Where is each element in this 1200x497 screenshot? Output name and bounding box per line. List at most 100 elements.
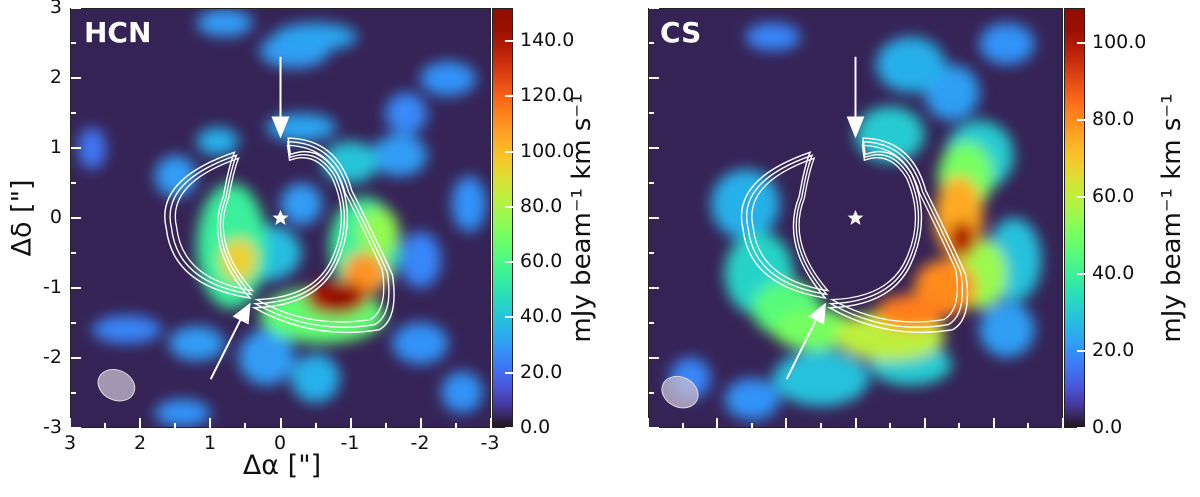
contour-west-arc: [746, 154, 829, 296]
x-axis-label: Δα ["]: [242, 450, 322, 481]
y-tick: [649, 357, 659, 359]
y-tick: [649, 322, 654, 324]
x-tick: [1062, 418, 1064, 428]
emission-blob: [357, 207, 400, 257]
y-tick: [71, 182, 76, 184]
contour-east-arc: [829, 144, 958, 323]
colorbar-tick: [1077, 349, 1085, 352]
emission-blob: [322, 141, 379, 184]
y-tick-label: 1: [49, 136, 62, 158]
colorbar-tick: [505, 150, 513, 153]
contour-east-arc: [828, 141, 964, 328]
colorbar-tick-label: 40.0: [520, 305, 563, 328]
emission-blob: [710, 169, 780, 239]
x-tick: [819, 423, 822, 428]
x-tick: [349, 418, 352, 428]
x-tick: [889, 423, 892, 428]
arrow-north-head: [271, 116, 290, 139]
emission-blob: [876, 36, 945, 93]
beam-ellipse: [97, 368, 136, 402]
y-tick: [649, 112, 654, 114]
emission-blob: [324, 287, 356, 309]
colorbar-tick-label: 80.0: [520, 194, 563, 217]
x-tick: [716, 418, 719, 428]
emission-blob: [772, 350, 870, 407]
emission-blob: [280, 183, 323, 225]
emission-blob: [948, 221, 976, 257]
emission-blob: [154, 399, 211, 427]
emission-blob: [979, 22, 1035, 65]
hcn-map: [70, 8, 491, 428]
x-tick-label: 2: [133, 432, 147, 454]
emission-blob: [745, 22, 801, 51]
colorbar-tick: [505, 95, 513, 98]
y-tick: [71, 252, 76, 254]
cs-colorbar-label: mJy beam⁻¹ km s⁻¹: [1157, 93, 1187, 343]
x-tick: [785, 418, 788, 428]
colorbar-tick: [505, 205, 513, 208]
y-tick: [71, 42, 76, 44]
colorbar-tick: [1077, 41, 1085, 44]
y-tick-label: 0: [49, 206, 62, 228]
x-tick-label: 0: [273, 432, 287, 454]
y-tick: [649, 147, 659, 149]
heatmap-canvas: [71, 9, 490, 427]
y-tick: [71, 427, 81, 429]
x-tick-label: -2: [410, 432, 430, 454]
emission-blob: [420, 61, 477, 97]
colorbar-tick-label: 100.0: [1092, 30, 1147, 53]
x-tick: [681, 423, 684, 428]
x-tick: [454, 423, 457, 428]
emission-blob: [441, 371, 484, 414]
emission-blob: [371, 134, 428, 177]
x-tick: [139, 418, 142, 428]
hcn-colorbar-label: mJy beam⁻¹ km s⁻¹: [567, 93, 597, 343]
y-tick-label: -2: [43, 346, 62, 368]
x-tick-label: -1: [340, 432, 360, 454]
emission-blob: [77, 127, 106, 170]
colorbar-tick-label: 60.0: [1092, 184, 1135, 207]
y-tick: [649, 287, 659, 289]
y-tick: [649, 182, 654, 184]
y-tick: [71, 392, 76, 394]
continuum-contours: [164, 137, 395, 334]
colorbar-tick: [1077, 118, 1085, 121]
emission-blob: [772, 308, 856, 351]
x-tick: [314, 423, 317, 428]
emission-blob: [154, 155, 197, 198]
emission-blob: [385, 92, 428, 135]
x-tick-label: -3: [480, 432, 500, 454]
x-tick: [490, 418, 492, 428]
colorbar-tick-label: 100.0: [520, 139, 575, 162]
emission-blob: [392, 322, 449, 365]
x-tick-label: 3: [63, 432, 77, 454]
x-tick: [244, 423, 247, 428]
y-tick-label: 2: [49, 66, 62, 88]
y-tick-label: -3: [43, 416, 62, 438]
colorbar-tick-label: 40.0: [1092, 261, 1135, 284]
x-tick: [209, 418, 212, 428]
emission-blob: [724, 378, 780, 421]
emission-blob: [399, 231, 442, 288]
colorbar-tick: [505, 40, 513, 43]
cs-map: [648, 8, 1063, 428]
x-tick: [750, 423, 753, 428]
y-tick: [71, 287, 81, 289]
x-tick: [958, 423, 961, 428]
colorbar-tick: [505, 316, 513, 319]
emission-blob: [451, 176, 487, 232]
x-tick: [384, 423, 387, 428]
colorbar-tick-label: 0.0: [1092, 416, 1123, 438]
cs-panel-title: CS: [660, 16, 702, 49]
colorbar-tick: [1077, 272, 1085, 275]
contour-west-arc: [169, 154, 253, 296]
contour-east-arc: [252, 141, 390, 328]
emission-blob: [273, 22, 358, 51]
beam-ellipse: [661, 375, 699, 409]
contour-west-arc: [740, 151, 828, 299]
y-axis-label: Δδ ["]: [6, 179, 38, 257]
colorbar-tick: [1077, 195, 1085, 198]
star-icon: [272, 210, 289, 225]
colorbar-tick-label: 120.0: [520, 84, 575, 107]
heatmap-canvas: [649, 9, 1062, 427]
